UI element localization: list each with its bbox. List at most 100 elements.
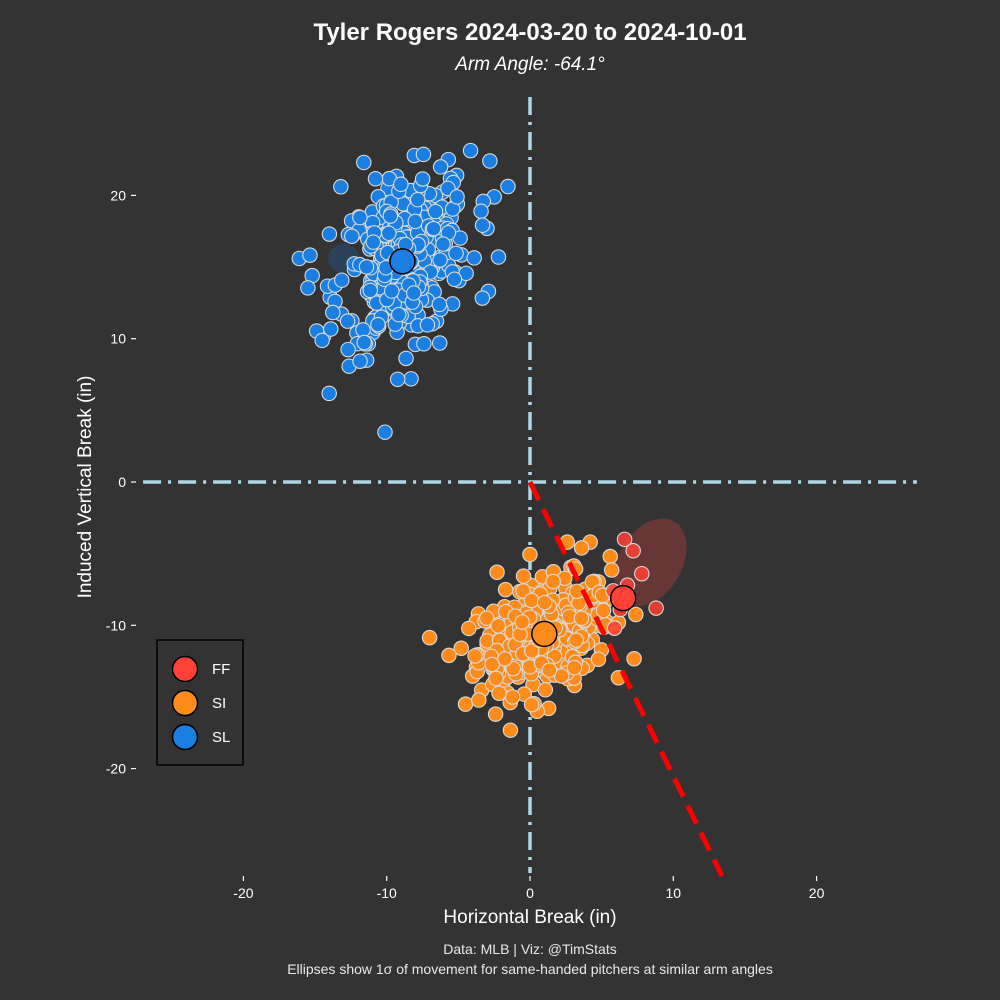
points-layer — [291, 142, 664, 738]
x-tick-label: 0 — [526, 885, 534, 901]
point-si — [545, 573, 561, 590]
point-sl — [314, 332, 330, 349]
point-sl — [325, 304, 341, 321]
point-sl — [432, 159, 449, 175]
point-sl — [427, 203, 444, 220]
point-sl — [377, 424, 393, 440]
point-si — [603, 562, 620, 578]
point-sl — [321, 226, 338, 242]
point-si — [541, 662, 558, 678]
point-si — [497, 651, 513, 667]
point-ff — [648, 600, 664, 616]
point-sl — [448, 245, 464, 262]
point-sl — [419, 317, 436, 333]
point-sl — [403, 371, 419, 387]
point-si — [505, 660, 521, 677]
y-tick-label: -20 — [106, 761, 126, 777]
point-si — [453, 640, 469, 656]
point-ff — [634, 565, 650, 582]
legend-swatch-ff — [171, 655, 199, 683]
legend-label-si: SI — [212, 695, 226, 712]
point-sl — [432, 252, 448, 268]
point-si — [484, 656, 500, 673]
point-sl — [414, 171, 431, 187]
legend-label-ff: FF — [212, 661, 230, 678]
point-sl — [340, 341, 356, 358]
point-ff — [625, 543, 641, 559]
point-si — [524, 643, 540, 659]
x-axis-title: Horizontal Break (in) — [443, 907, 616, 928]
point-sl — [474, 217, 491, 233]
point-sl — [352, 353, 368, 369]
point-sl — [356, 334, 372, 351]
point-sl — [383, 283, 400, 299]
point-sl — [446, 271, 463, 288]
point-sl — [365, 234, 382, 250]
point-sl — [339, 313, 356, 329]
arm-angle-line — [527, 480, 725, 878]
point-sl — [302, 247, 318, 263]
point-sl — [490, 249, 507, 265]
point-sl — [300, 280, 316, 296]
point-sl — [416, 336, 432, 352]
point-si — [502, 722, 519, 738]
legend-label-sl: SL — [212, 729, 230, 746]
mean-marker-ff — [609, 584, 637, 612]
point-sl — [466, 250, 482, 266]
y-axis: -20 -10 0 10 20 — [106, 187, 136, 777]
point-si — [479, 610, 495, 626]
caption-source: Data: MLB | Viz: @TimStats — [443, 941, 616, 957]
y-tick-label: 0 — [118, 474, 126, 490]
point-si — [471, 692, 487, 708]
point-si — [573, 610, 590, 627]
point-sl — [334, 272, 350, 288]
caption-note: Ellipses show 1σ of movement for same-ha… — [287, 961, 773, 977]
point-si — [515, 568, 532, 584]
point-sl — [449, 189, 465, 205]
point-si — [488, 670, 504, 687]
point-si — [461, 620, 477, 637]
point-sl — [352, 209, 368, 226]
point-si — [523, 592, 540, 609]
point-sl — [473, 203, 489, 219]
point-si — [467, 648, 483, 664]
point-ff — [616, 531, 633, 548]
point-si — [421, 629, 438, 646]
point-si — [491, 685, 507, 701]
point-sl — [382, 208, 399, 224]
point-sl — [393, 176, 409, 193]
point-si — [490, 618, 506, 634]
point-sl — [500, 178, 516, 195]
y-axis-title: Induced Vertical Break (in) — [75, 376, 96, 599]
point-si — [536, 594, 553, 611]
point-sl — [381, 225, 397, 242]
y-tick-label: 20 — [110, 187, 126, 203]
x-axis: -20 -10 0 10 20 — [233, 876, 825, 901]
point-sl — [398, 350, 414, 367]
point-si — [504, 689, 521, 705]
point-sl — [482, 153, 498, 169]
point-sl — [367, 171, 384, 187]
point-sl — [358, 259, 375, 275]
y-tick-label: -10 — [106, 617, 126, 633]
point-si — [537, 682, 554, 698]
means-layer — [389, 248, 637, 648]
point-sl — [356, 154, 372, 171]
point-si — [602, 548, 618, 565]
point-si — [628, 606, 644, 623]
point-sl — [431, 335, 448, 351]
x-tick-label: -10 — [377, 885, 397, 901]
point-si — [441, 647, 457, 664]
point-sl — [474, 290, 491, 306]
point-sl — [389, 371, 406, 388]
chart-subtitle: Arm Angle: -64.1° — [454, 54, 605, 75]
point-si — [566, 659, 583, 676]
mean-marker-sl — [389, 248, 416, 275]
point-sl — [362, 282, 379, 299]
point-si — [590, 651, 607, 667]
point-sl — [407, 213, 424, 230]
legend-swatch-si — [171, 689, 199, 717]
point-sl — [321, 385, 337, 402]
point-si — [457, 696, 474, 712]
